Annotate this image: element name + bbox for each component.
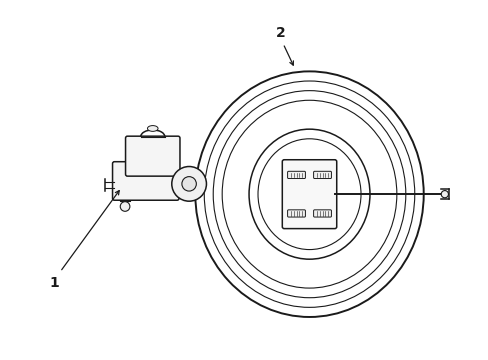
FancyBboxPatch shape [287,171,305,179]
Circle shape [171,167,206,201]
FancyBboxPatch shape [287,210,305,217]
FancyBboxPatch shape [313,210,331,217]
Circle shape [440,190,447,198]
FancyBboxPatch shape [313,171,331,179]
Text: 2: 2 [275,26,285,40]
Text: 1: 1 [49,275,59,289]
Circle shape [120,202,130,211]
FancyBboxPatch shape [282,160,336,229]
FancyBboxPatch shape [112,162,179,200]
Ellipse shape [147,126,158,131]
FancyBboxPatch shape [125,136,180,176]
Circle shape [182,177,196,191]
